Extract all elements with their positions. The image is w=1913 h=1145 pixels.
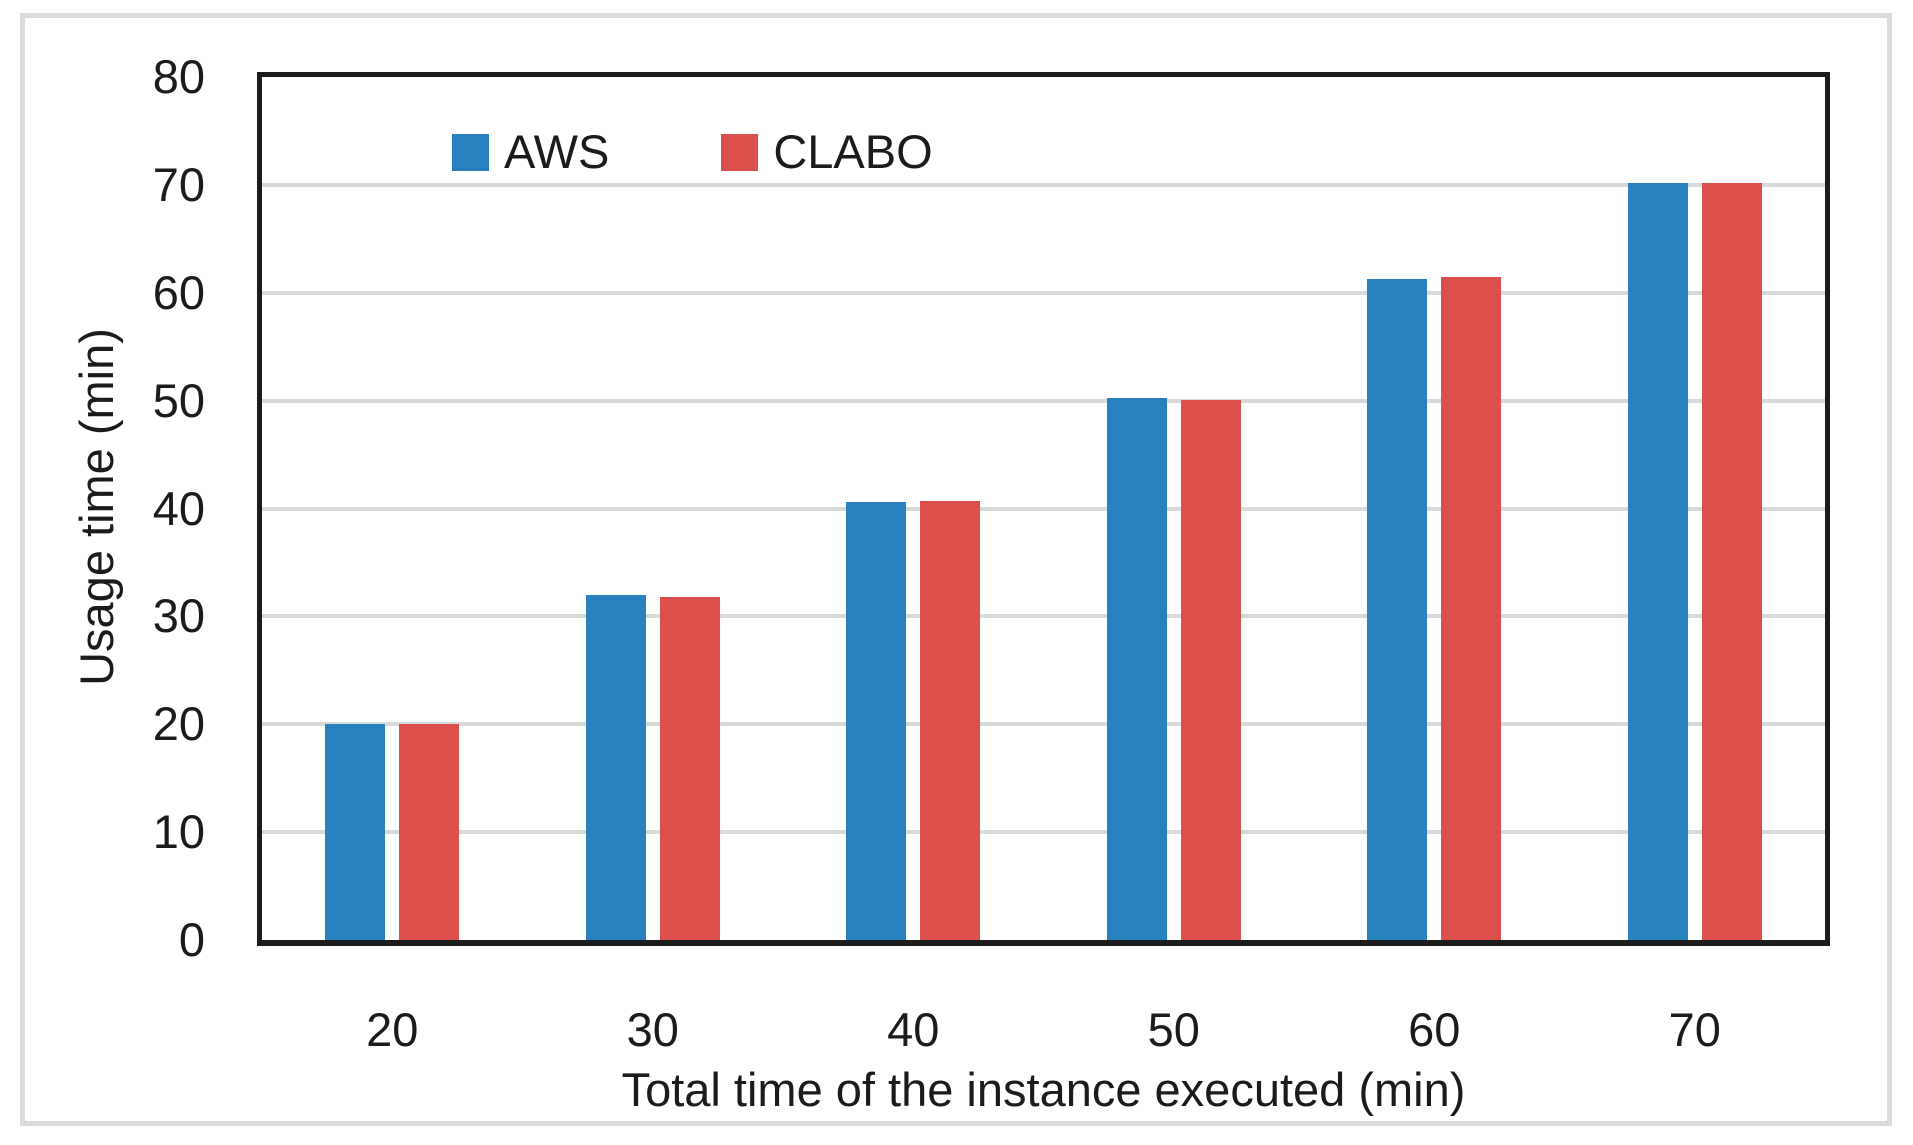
gridline-30 bbox=[262, 614, 1825, 619]
y-tick-label-30: 30 bbox=[152, 589, 205, 643]
legend-entry-clabo: CLABO bbox=[721, 124, 933, 180]
gridline-10 bbox=[262, 830, 1825, 835]
aws-swatch-icon bbox=[452, 133, 489, 171]
y-tick-label-80: 80 bbox=[152, 50, 205, 103]
bar-aws-30 bbox=[585, 594, 646, 940]
legend-label-aws: AWS bbox=[504, 125, 610, 178]
x-tick-label-40: 40 bbox=[887, 1003, 940, 1056]
x-tick-label-70: 70 bbox=[1668, 1003, 1721, 1056]
x-tick-label-20: 20 bbox=[366, 1003, 419, 1056]
y-tick-label-70: 70 bbox=[152, 157, 205, 211]
gridline-40 bbox=[262, 506, 1825, 511]
gridline-60 bbox=[262, 290, 1825, 295]
clabo-swatch-icon bbox=[721, 133, 759, 171]
bar-aws-70 bbox=[1627, 182, 1688, 940]
bar-clabo-20 bbox=[399, 724, 460, 940]
gridline-70 bbox=[262, 182, 1825, 187]
plot-area: AWS CLABO bbox=[257, 72, 1830, 946]
gridline-50 bbox=[262, 398, 1825, 403]
bar-clabo-70 bbox=[1701, 182, 1762, 940]
bar-clabo-30 bbox=[659, 596, 720, 940]
bar-aws-50 bbox=[1106, 398, 1167, 940]
y-tick-label-60: 60 bbox=[152, 265, 205, 319]
legend: AWS CLABO bbox=[452, 124, 933, 180]
x-tick-label-60: 60 bbox=[1408, 1003, 1461, 1056]
y-tick-label-0: 0 bbox=[178, 913, 205, 966]
bar-clabo-50 bbox=[1180, 399, 1241, 940]
legend-entry-aws: AWS bbox=[452, 124, 609, 180]
x-tick-label-30: 30 bbox=[626, 1003, 679, 1056]
bar-clabo-40 bbox=[920, 500, 981, 940]
bar-aws-40 bbox=[846, 502, 907, 940]
y-tick-label-50: 50 bbox=[152, 373, 205, 427]
bar-aws-20 bbox=[325, 724, 386, 940]
y-tick-label-10: 10 bbox=[152, 805, 205, 859]
gridline-20 bbox=[262, 722, 1825, 727]
bar-aws-60 bbox=[1367, 278, 1428, 940]
y-tick-label-40: 40 bbox=[152, 481, 205, 535]
bar-clabo-60 bbox=[1441, 276, 1502, 940]
y-tick-label-20: 20 bbox=[152, 697, 205, 751]
x-axis-title: Total time of the instance executed (min… bbox=[621, 1063, 1466, 1116]
legend-label-clabo: CLABO bbox=[773, 125, 933, 178]
x-tick-label-50: 50 bbox=[1147, 1003, 1200, 1056]
